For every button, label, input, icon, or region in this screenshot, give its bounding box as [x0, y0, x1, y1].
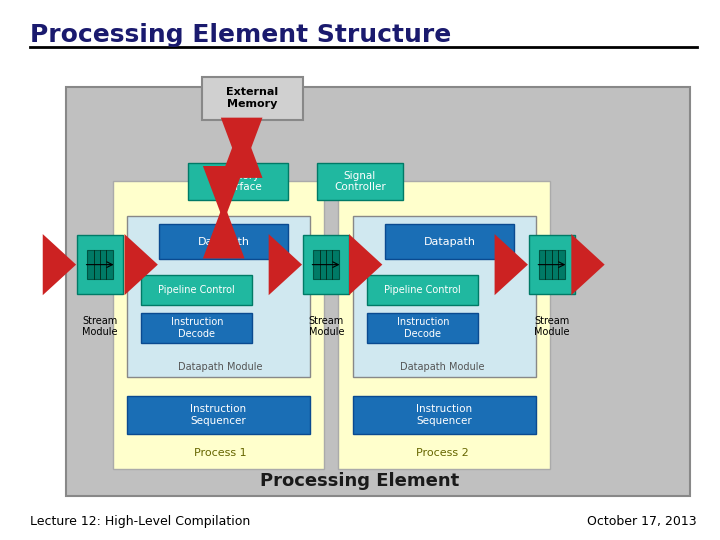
FancyBboxPatch shape [141, 275, 253, 305]
FancyBboxPatch shape [528, 235, 575, 294]
Text: Instruction
Sequencer: Instruction Sequencer [416, 404, 472, 426]
Text: Instruction
Decode: Instruction Decode [397, 317, 449, 339]
Text: Processing Element: Processing Element [261, 472, 459, 490]
Text: Stream
Module: Stream Module [309, 316, 344, 338]
Text: External
Memory: External Memory [226, 87, 279, 109]
Text: Pipeline Control: Pipeline Control [384, 285, 461, 295]
Text: Signal
Controller: Signal Controller [334, 171, 386, 192]
Text: Instruction
Decode: Instruction Decode [171, 317, 223, 339]
Text: Datapath Module: Datapath Module [178, 362, 262, 372]
FancyBboxPatch shape [353, 217, 536, 377]
FancyBboxPatch shape [338, 181, 550, 469]
FancyBboxPatch shape [66, 87, 690, 496]
FancyBboxPatch shape [539, 250, 564, 279]
Text: Stream
Module: Stream Module [534, 316, 570, 338]
Text: Stream
Module: Stream Module [82, 316, 117, 338]
FancyBboxPatch shape [159, 224, 288, 259]
FancyBboxPatch shape [302, 235, 349, 294]
Text: Datapath: Datapath [423, 237, 476, 247]
Text: Lecture 12: High-Level Compilation: Lecture 12: High-Level Compilation [30, 515, 251, 528]
FancyBboxPatch shape [353, 396, 536, 434]
FancyBboxPatch shape [188, 163, 288, 200]
FancyBboxPatch shape [202, 77, 302, 119]
FancyBboxPatch shape [112, 181, 324, 469]
Text: Process 1: Process 1 [194, 448, 246, 458]
FancyBboxPatch shape [141, 313, 253, 342]
Text: Pipeline Control: Pipeline Control [158, 285, 235, 295]
Text: Memory
Interface: Memory Interface [215, 171, 261, 192]
Text: Datapath: Datapath [198, 237, 250, 247]
Text: Processing Element Structure: Processing Element Structure [30, 23, 451, 47]
FancyBboxPatch shape [127, 396, 310, 434]
FancyBboxPatch shape [127, 217, 310, 377]
Text: Datapath Module: Datapath Module [400, 362, 485, 372]
FancyBboxPatch shape [313, 250, 338, 279]
FancyBboxPatch shape [367, 275, 478, 305]
FancyBboxPatch shape [385, 224, 514, 259]
FancyBboxPatch shape [317, 163, 403, 200]
FancyBboxPatch shape [77, 235, 123, 294]
Text: Process 2: Process 2 [416, 448, 469, 458]
FancyBboxPatch shape [87, 250, 113, 279]
Text: Instruction
Sequencer: Instruction Sequencer [190, 404, 246, 426]
FancyBboxPatch shape [367, 313, 478, 342]
Text: October 17, 2013: October 17, 2013 [588, 515, 697, 528]
